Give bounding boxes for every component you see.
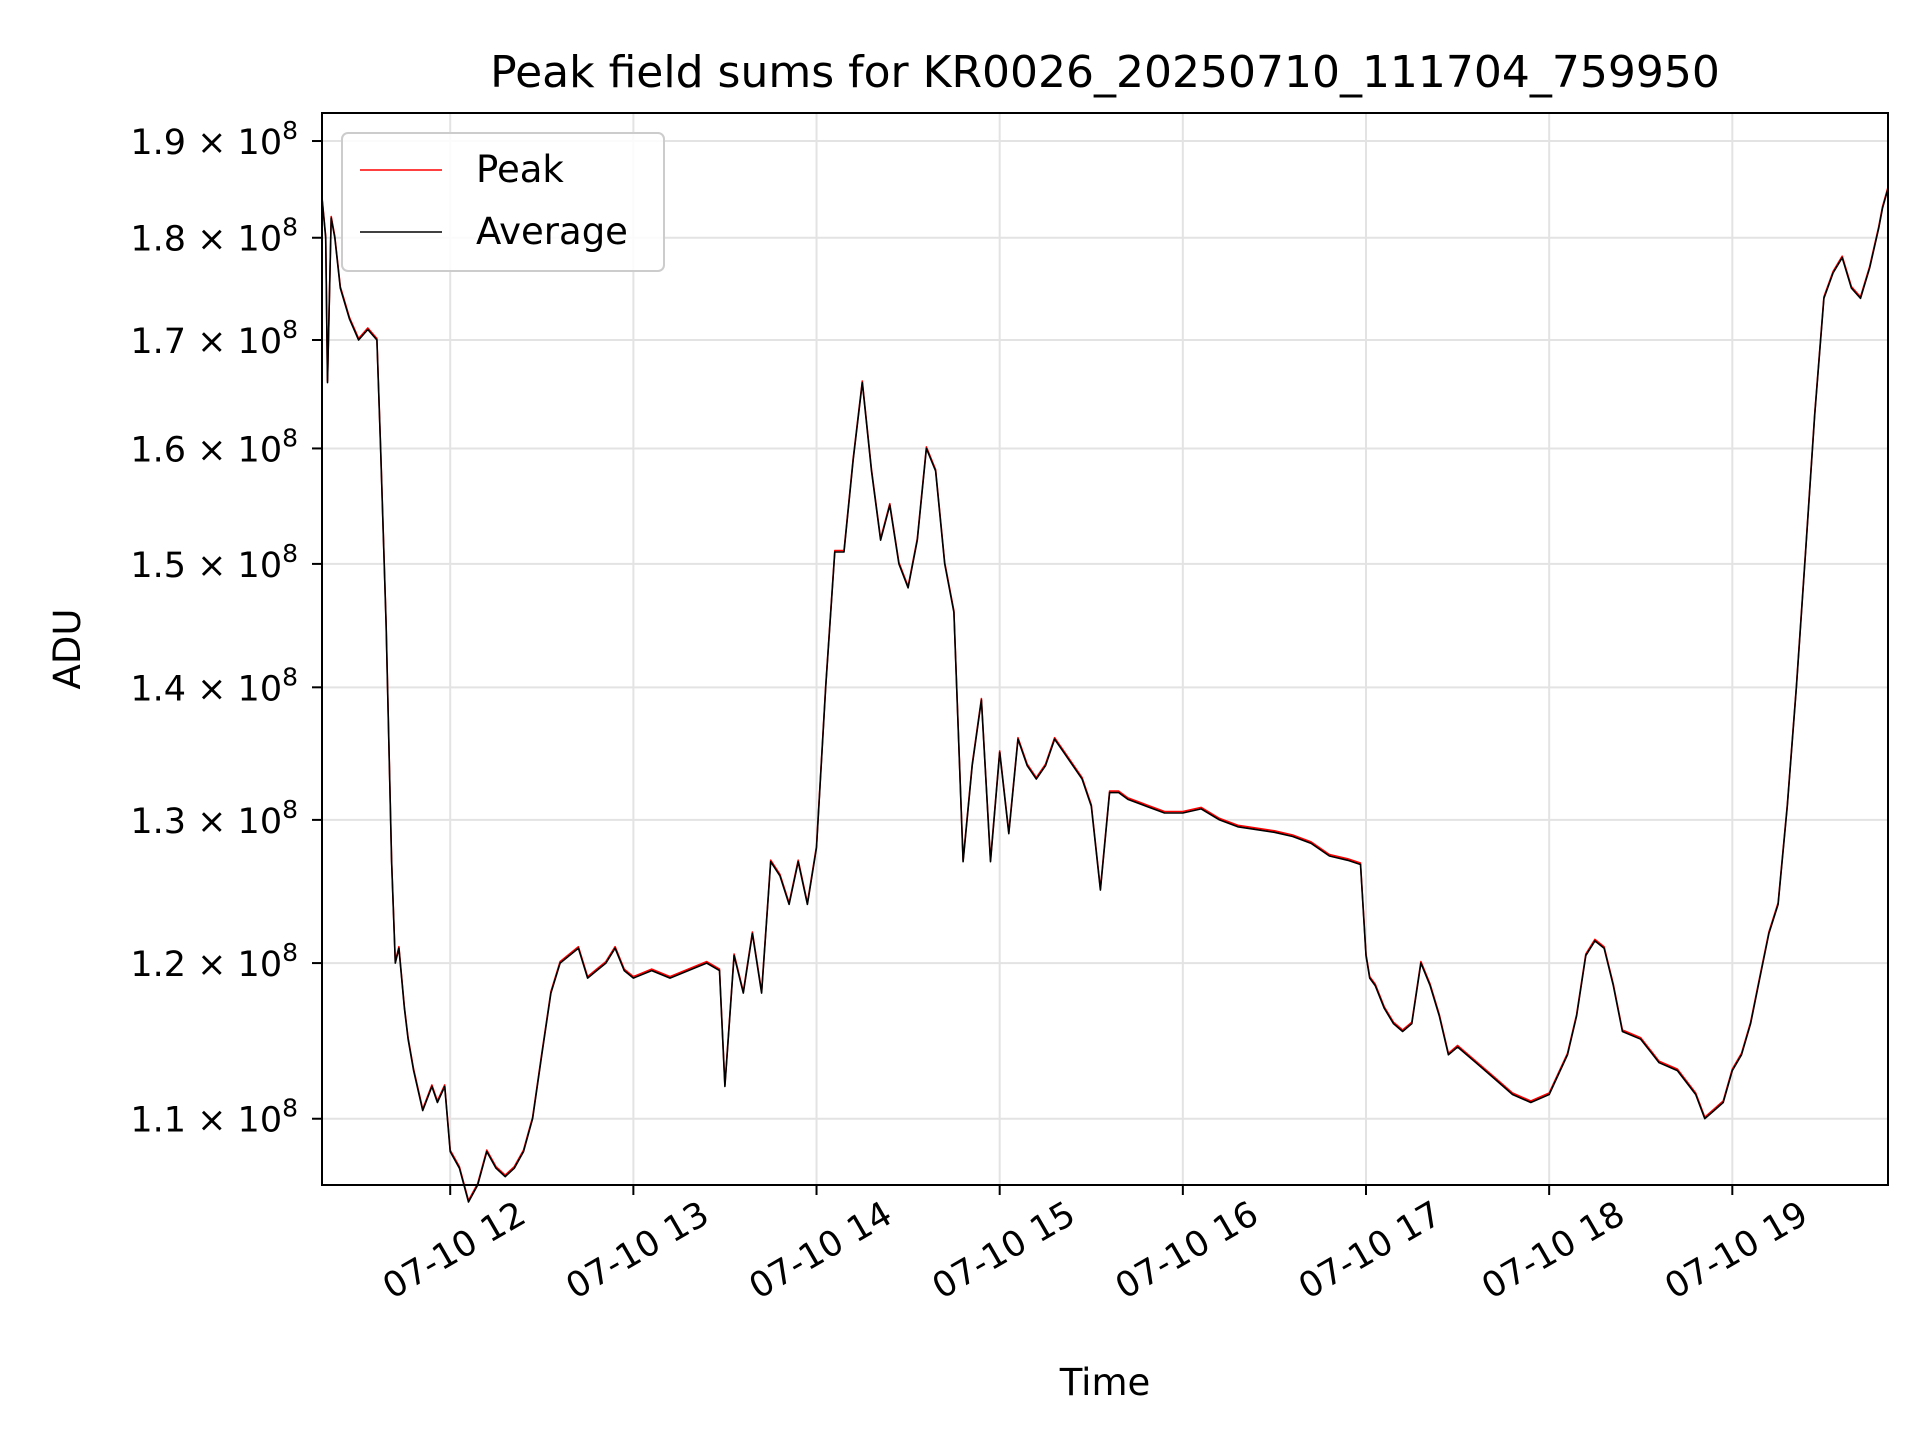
chart-title: Peak field sums for KR0026_20250710_1117… bbox=[490, 47, 1720, 98]
ticks: 07-10 12 07-10 13 07-10 14 07-10 15 07-10 16… bbox=[130, 116, 1815, 1307]
gridlines bbox=[322, 113, 1888, 1185]
legend-average-label: Average bbox=[476, 210, 628, 253]
x-tick-label: 07-10 12 bbox=[376, 1194, 532, 1307]
legend: Peak Average bbox=[341, 132, 665, 272]
x-tick-label: 07-10 13 bbox=[560, 1194, 716, 1307]
legend-peak-label: Peak bbox=[476, 148, 564, 191]
y-tick-label: 1.4 × 108 bbox=[130, 662, 298, 709]
x-tick-label: 07-10 17 bbox=[1292, 1194, 1448, 1307]
legend-box bbox=[341, 132, 665, 272]
y-tick-label: 1.5 × 108 bbox=[130, 539, 298, 586]
y-axis-label: ADU bbox=[46, 609, 89, 690]
y-tick-label: 1.1 × 108 bbox=[130, 1094, 298, 1141]
y-tick-label: 1.7 × 108 bbox=[130, 315, 298, 362]
y-tick-label: 1.2 × 108 bbox=[130, 938, 298, 985]
series-layer bbox=[321, 186, 1889, 1203]
x-tick-label: 07-10 18 bbox=[1475, 1194, 1631, 1307]
y-tick-label: 1.9 × 108 bbox=[130, 116, 298, 163]
x-tick-label: 07-10 15 bbox=[926, 1194, 1082, 1307]
y-tick-label: 1.3 × 108 bbox=[130, 795, 298, 842]
y-tick-label: 1.6 × 108 bbox=[130, 423, 298, 470]
series-line-average bbox=[321, 188, 1889, 1203]
x-axis-label: Time bbox=[1059, 1361, 1151, 1404]
x-tick-label: 07-10 19 bbox=[1659, 1194, 1815, 1307]
x-tick-label: 07-10 16 bbox=[1109, 1194, 1265, 1307]
plot-frame bbox=[321, 112, 1889, 1186]
y-tick-label: 1.8 × 108 bbox=[130, 213, 298, 260]
x-tick-label: 07-10 14 bbox=[743, 1194, 899, 1307]
